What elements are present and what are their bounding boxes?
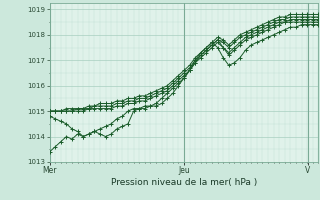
X-axis label: Pression niveau de la mer( hPa ): Pression niveau de la mer( hPa ) [111,178,257,187]
